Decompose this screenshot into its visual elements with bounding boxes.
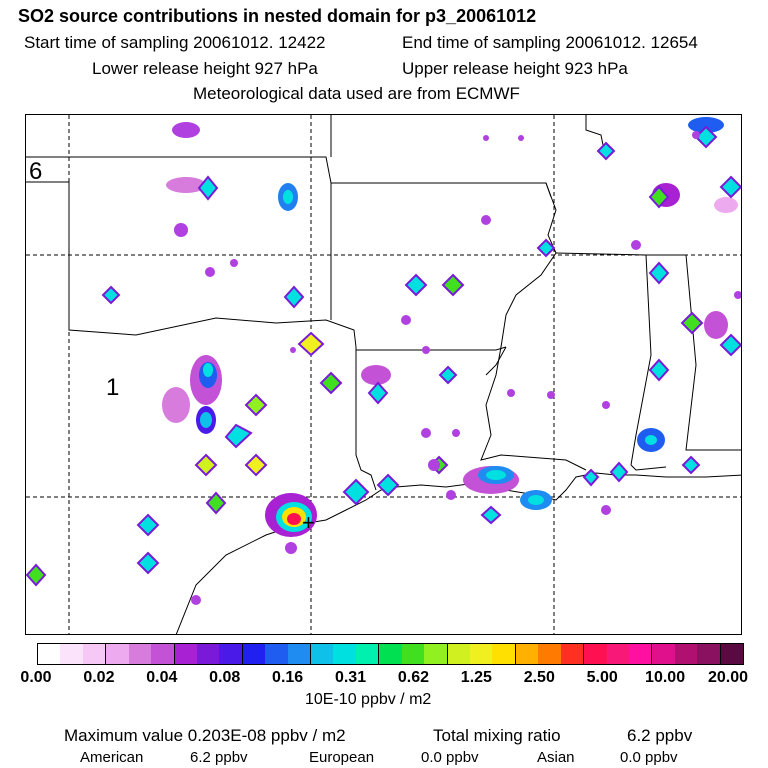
colorbar-swatch [265,644,288,664]
total-mixing-value: 6.2 ppbv [627,726,693,745]
asian-label: Asian [537,749,575,766]
colorbar-swatch [720,644,744,664]
state-boundaries [26,115,741,491]
colorbar-swatch [606,644,629,664]
colorbar-swatch [424,644,448,664]
plume-diamonds [26,125,741,587]
colorbar-tick-label: 0.16 [272,669,304,686]
plot-title: SO2 source contributions in nested domai… [18,6,537,26]
colorbar-tick-label: 10.00 [645,669,686,686]
colorbar-tick-label: 0.00 [20,669,52,686]
american-label: American [80,749,144,766]
colorbar-swatch [492,644,516,664]
colorbar-swatch [82,644,107,664]
colorbar-swatch [515,644,539,664]
map-panel: + 6 1 [25,114,742,635]
colorbar-tick-label: 0.02 [83,669,115,686]
colorbar-swatch [584,644,607,664]
colorbar-swatch [219,644,243,664]
plume-hotspots [162,117,738,537]
plume-specks [174,131,741,605]
colorbar-swatch [38,644,61,664]
colorbar-swatch [151,644,175,664]
colorbar-swatch [333,644,356,664]
colorbar-swatch [538,644,561,664]
region-label-6: 6 [29,158,42,185]
start-time-label: Start time of sampling 20061012. 12422 [24,33,326,52]
colorbar-swatch [652,644,675,664]
colorbar-swatch [196,644,220,664]
map-svg: + 6 1 [26,115,741,634]
american-value: 6.2 ppbv [190,749,248,766]
colorbar-swatch [697,644,721,664]
colorbar-swatch [60,644,83,664]
colorbar-swatch [379,644,402,664]
asian-value: 0.0 ppbv [620,749,678,766]
colorbar-swatch [560,644,585,664]
colorbar-swatch [128,644,152,664]
colorbar-tick-label: 20.00 [707,669,749,686]
met-data-label: Meteorological data used are from ECMWF [193,84,520,103]
max-value-label: Maximum value 0.203E-08 ppbv / m2 [64,726,346,745]
colorbar-swatch [174,644,197,664]
colorbar-tick-label: 2.50 [523,669,555,686]
colorbar-swatch [311,644,334,664]
colorbar-tick-label: 0.04 [146,669,178,686]
colorbar [37,643,744,665]
european-label: European [309,749,375,766]
upper-release-label: Upper release height 923 hPa [402,59,628,78]
colorbar-swatch [401,644,425,664]
lower-release-label: Lower release height 927 hPa [92,59,318,78]
colorbar-tick-label: 1.25 [460,669,492,686]
colorbar-swatch [355,644,380,664]
colorbar-swatch [447,644,471,664]
colorbar-swatch [674,644,698,664]
region-label-1: 1 [106,374,119,401]
colorbar-swatch [106,644,129,664]
colorbar-swatch [470,644,493,664]
colorbar-swatch [242,644,266,664]
max-value-marker: + [302,510,315,535]
european-value: 0.0 ppbv [421,749,479,766]
colorbar-tick-label: 0.08 [209,669,241,686]
colorbar-tick-label: 0.62 [397,669,430,686]
colorbar-tick-label: 5.00 [586,669,618,686]
end-time-label: End time of sampling 20061012. 12654 [402,33,698,52]
colorbar-unit: 10E-10 ppbv / m2 [305,691,432,708]
total-mixing-label: Total mixing ratio [433,726,561,745]
colorbar-swatch [628,644,653,664]
colorbar-tick-label: 0.31 [334,669,367,686]
colorbar-swatch [287,644,312,664]
